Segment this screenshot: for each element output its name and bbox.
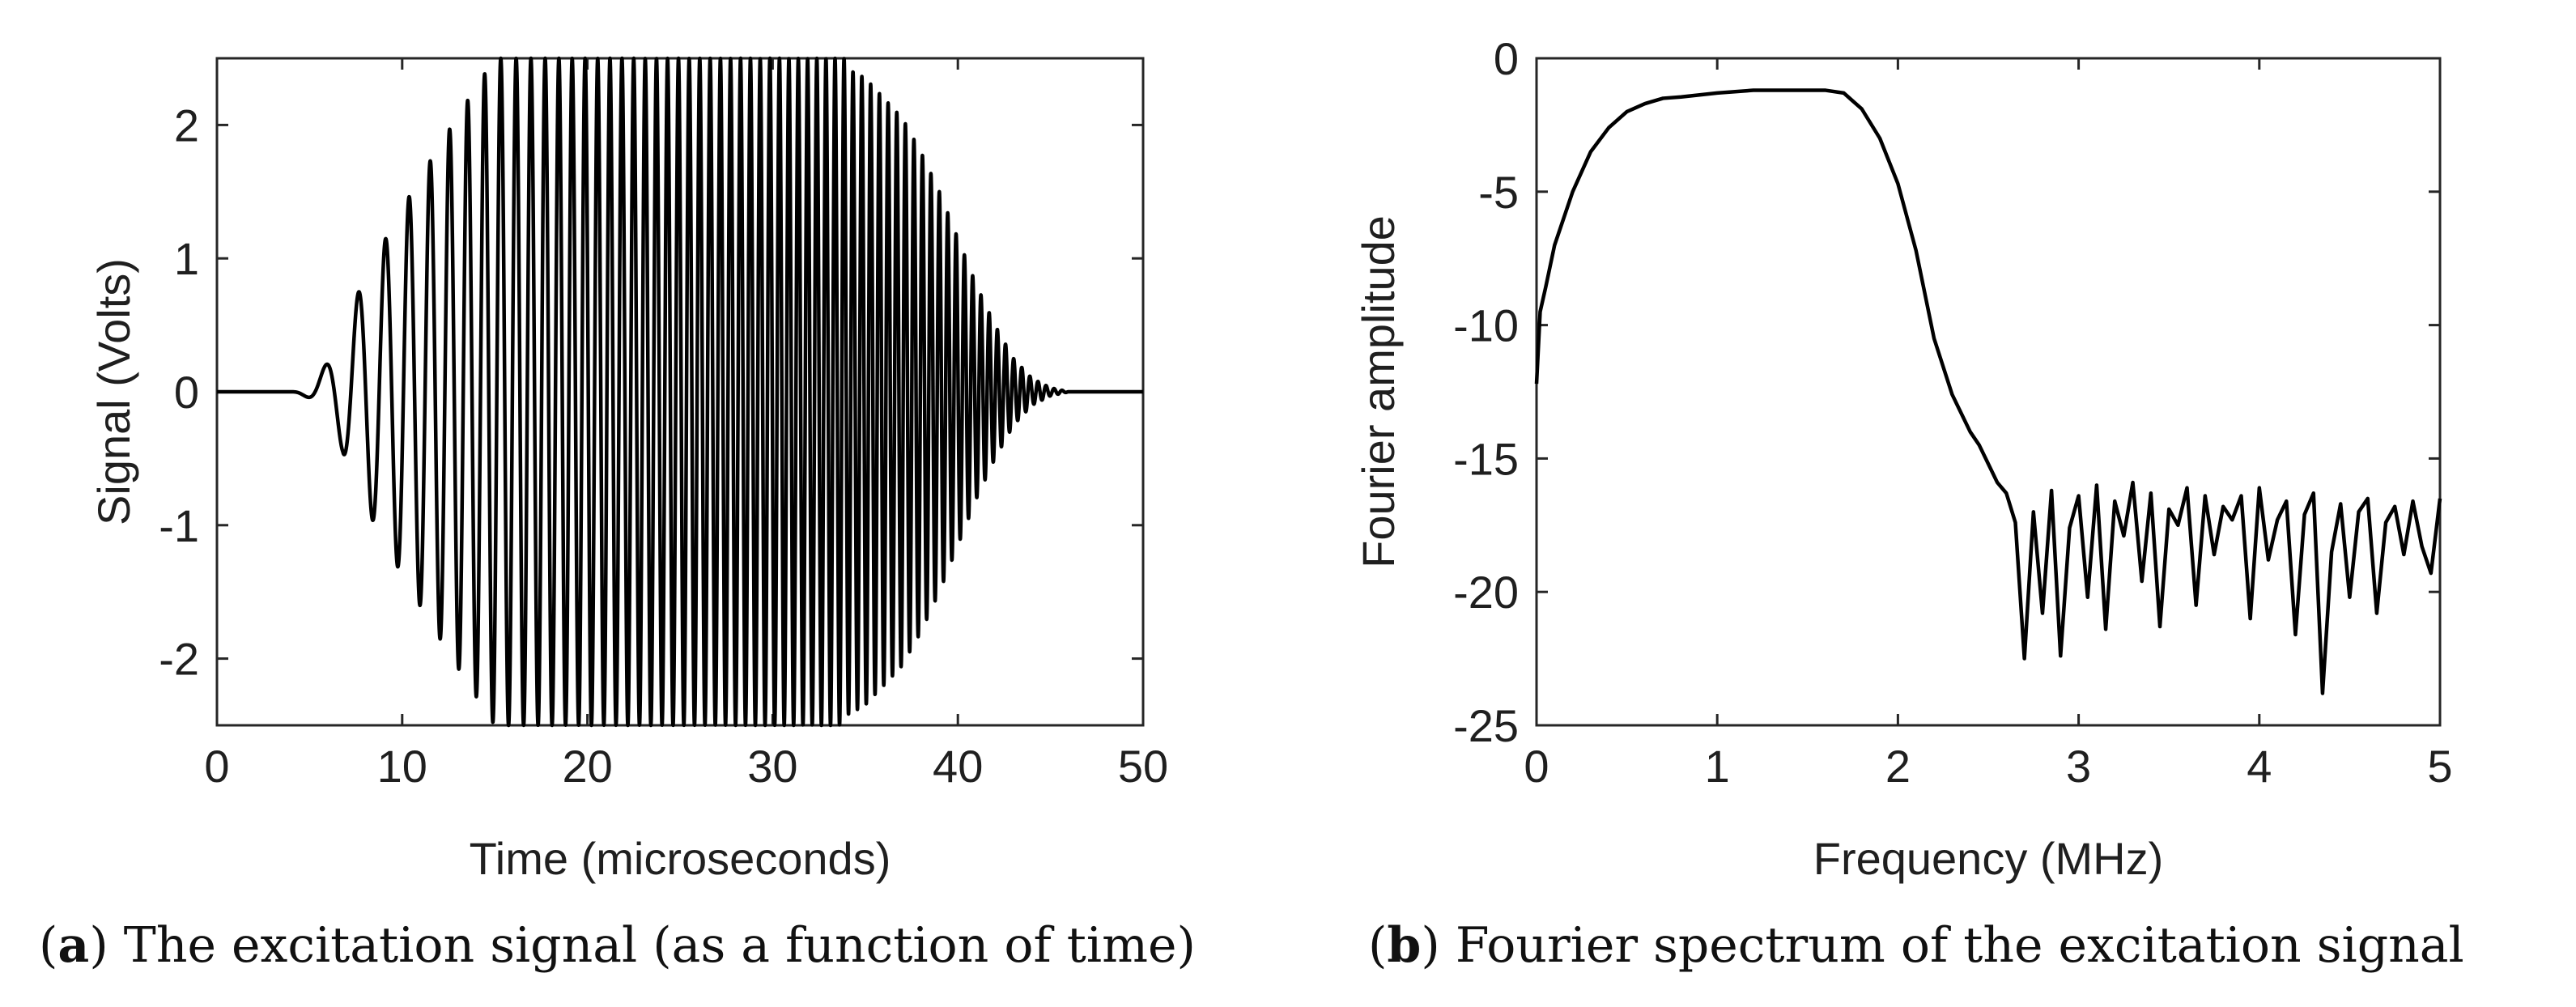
panel-b-plot-frame xyxy=(1535,57,2442,727)
y-tick-label: 0 xyxy=(174,367,199,418)
panel-b-caption: (b) Fourier spectrum of the excitation s… xyxy=(1368,917,2464,974)
x-tick-label: 40 xyxy=(933,741,983,792)
panel-a-y-tick-labels: 2 1 0 -1 -2 xyxy=(159,100,199,684)
panel-a-x-tick-labels: 0 10 20 30 40 50 xyxy=(204,741,1168,792)
panel-b-caption-letter: b xyxy=(1387,917,1421,974)
x-tick-label: 2 xyxy=(1885,741,1911,792)
x-tick-label: 10 xyxy=(377,741,427,792)
y-tick-label: 2 xyxy=(174,100,199,151)
panel-a-x-axis-label: Time (microseconds) xyxy=(470,833,891,884)
x-tick-label: 3 xyxy=(2066,741,2091,792)
x-tick-label: 20 xyxy=(562,741,612,792)
y-tick-label: -1 xyxy=(159,500,199,551)
y-tick-label: 0 xyxy=(1494,33,1519,84)
y-tick-label: 1 xyxy=(174,233,199,284)
panel-b-caption-text: ) Fourier spectrum of the excitation sig… xyxy=(1421,917,2463,974)
x-tick-label: 30 xyxy=(747,741,797,792)
panel-a: 0 10 20 30 40 50 210-1-2 Time (microseconds) … xyxy=(39,56,1196,974)
y-tick-label: -10 xyxy=(1453,300,1519,351)
panel-b-y-axis-label: Fourier amplitude xyxy=(1353,215,1404,568)
x-tick-label: 50 xyxy=(1118,741,1168,792)
x-tick-label: 1 xyxy=(1705,741,1730,792)
y-tick-label: -15 xyxy=(1453,433,1519,484)
y-tick-label: -20 xyxy=(1453,567,1519,618)
panel-a-caption-letter: a xyxy=(57,917,89,974)
panel-b-x-axis-label: Frequency (MHz) xyxy=(1813,833,2164,884)
panel-b-y-tick-labels: 0 -5 -10 -15 -20 -25 xyxy=(1453,33,1519,751)
panel-b-spectrum-line xyxy=(1534,88,2442,695)
panel-b-x-tick-labels: 0 1 2 3 4 5 xyxy=(1524,741,2452,792)
x-tick-label: 0 xyxy=(204,741,229,792)
panel-b-ticks xyxy=(1535,57,2442,727)
panel-a-caption-text: ) The excitation signal (as a function o… xyxy=(89,917,1196,974)
y-tick-label: -25 xyxy=(1453,700,1519,751)
y-tick-label: -2 xyxy=(159,634,199,685)
panel-a-signal-line xyxy=(215,56,1146,728)
x-tick-label: 4 xyxy=(2247,741,2272,792)
panel-b: 0 1 2 3 4 5 0 -5 -10 -15 -20 -25 Frequency (MHz) F… xyxy=(1353,33,2464,974)
panel-a-y-axis-label: Signal (Volts) xyxy=(88,258,139,525)
panel-a-caption: (a) The excitation signal (as a function… xyxy=(39,917,1196,974)
x-tick-label: 5 xyxy=(2427,741,2452,792)
x-tick-label: 0 xyxy=(1524,741,1549,792)
y-tick-label: -5 xyxy=(1478,167,1519,218)
